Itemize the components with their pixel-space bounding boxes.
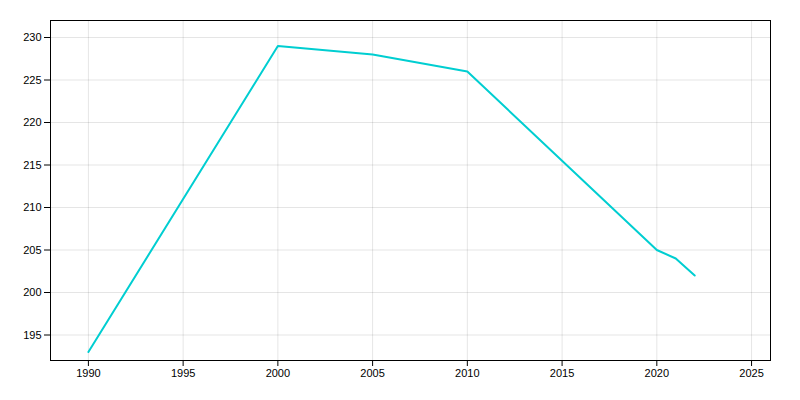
svg-text:2020: 2020 (645, 367, 669, 379)
svg-text:220: 220 (23, 116, 41, 128)
svg-text:1990: 1990 (76, 367, 100, 379)
svg-text:2025: 2025 (739, 367, 763, 379)
svg-text:2000: 2000 (266, 367, 290, 379)
svg-text:1995: 1995 (171, 367, 195, 379)
svg-text:210: 210 (23, 201, 41, 213)
svg-text:215: 215 (23, 159, 41, 171)
svg-text:225: 225 (23, 74, 41, 86)
svg-text:2005: 2005 (360, 367, 384, 379)
svg-text:200: 200 (23, 286, 41, 298)
svg-text:2010: 2010 (455, 367, 479, 379)
svg-text:195: 195 (23, 329, 41, 341)
svg-text:2015: 2015 (550, 367, 574, 379)
svg-text:205: 205 (23, 244, 41, 256)
svg-text:230: 230 (23, 31, 41, 43)
